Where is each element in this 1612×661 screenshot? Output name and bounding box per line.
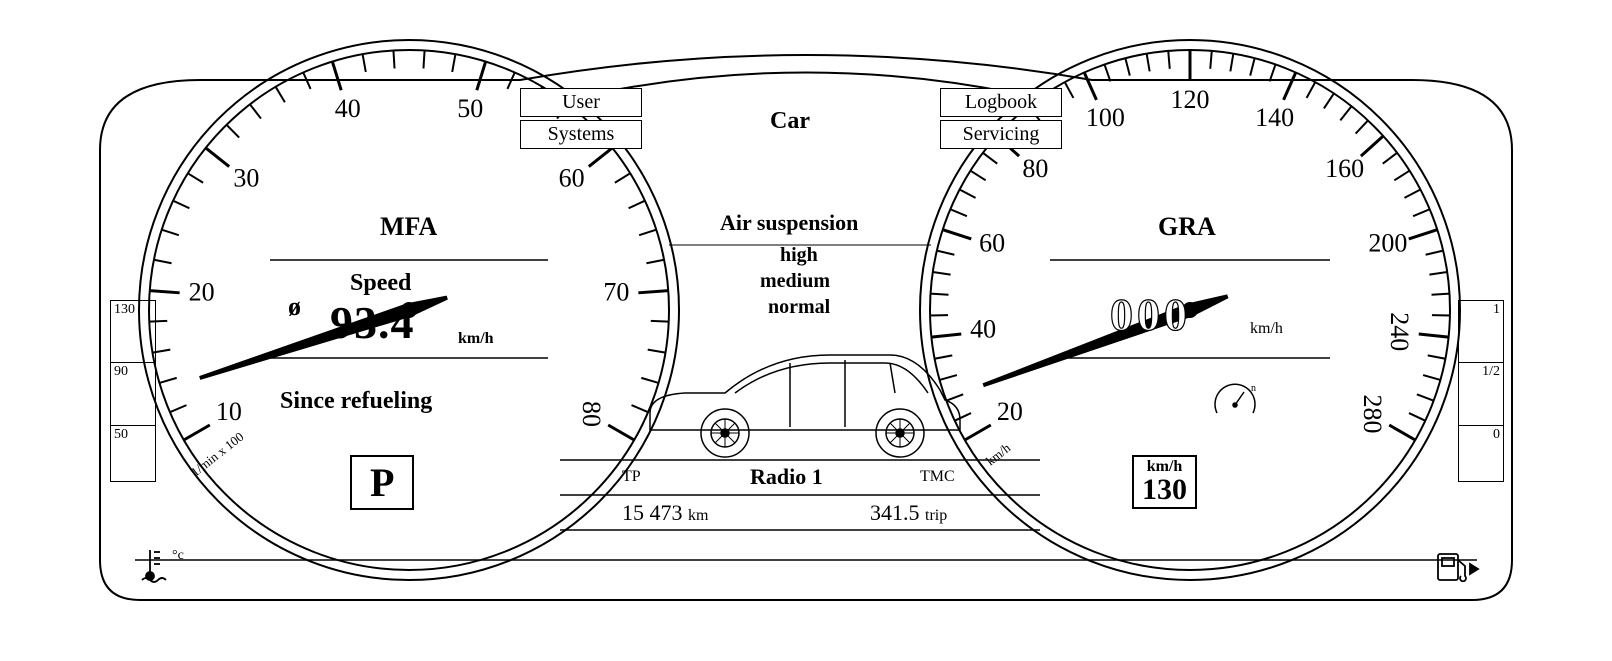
temp-90: 90 — [114, 364, 128, 379]
odo-unit: km — [688, 507, 708, 524]
svg-text:100: 100 — [1086, 103, 1125, 132]
svg-text:30: 30 — [233, 163, 259, 192]
svg-text:60: 60 — [559, 163, 585, 192]
fuel-1: 1 — [1493, 302, 1500, 317]
tab-logbook[interactable]: Logbook — [940, 88, 1062, 117]
tab-car: Car — [770, 108, 810, 135]
svg-text:n: n — [1251, 383, 1256, 394]
svg-text:10: 10 — [216, 397, 242, 426]
since-refueling: Since refueling — [280, 388, 432, 415]
odometer: 15 473 km — [622, 500, 708, 526]
cruise-value: 130 — [1142, 475, 1187, 505]
cruise-box: km/h 130 — [1132, 455, 1197, 509]
svg-text:200: 200 — [1368, 229, 1407, 258]
svg-text:1/min x 100: 1/min x 100 — [188, 429, 247, 480]
speed-label: Speed — [350, 270, 411, 297]
fuel-scale: 1 1/2 0 — [1458, 300, 1504, 482]
svg-text:80: 80 — [1022, 154, 1048, 183]
air-opt-normal[interactable]: normal — [768, 296, 830, 319]
gra-title: GRA — [1158, 212, 1216, 242]
svg-text:160: 160 — [1325, 154, 1364, 183]
temp-130: 130 — [114, 302, 135, 317]
trip-value: 341.5 — [870, 500, 920, 525]
cruise-icon: n — [1215, 383, 1256, 413]
fuel-icon — [1438, 554, 1478, 581]
fuel-half: 1/2 — [1482, 364, 1500, 379]
air-opt-medium[interactable]: medium — [760, 270, 830, 293]
svg-text:50: 50 — [457, 94, 483, 123]
temp-scale: 130 90 50 — [110, 300, 156, 482]
temp-50: 50 — [114, 427, 128, 442]
svg-text:80: 80 — [577, 401, 606, 427]
svg-text:km/h: km/h — [983, 440, 1014, 469]
cluster-svg: 10203040506070801/min x 100 204060801001… — [0, 0, 1612, 661]
avg-icon: ø — [288, 292, 301, 322]
temp-icon — [142, 550, 166, 582]
mfa-title: MFA — [380, 212, 437, 242]
speed-unit: km/h — [458, 330, 494, 348]
fuel-0: 0 — [1493, 427, 1500, 442]
svg-text:240: 240 — [1385, 312, 1414, 351]
odo-value: 15 473 — [622, 500, 683, 525]
air-heading: Air suspension — [720, 210, 858, 236]
svg-text:40: 40 — [970, 315, 996, 344]
tab-systems[interactable]: Systems — [520, 120, 642, 149]
tab-servicing[interactable]: Servicing — [940, 120, 1062, 149]
instrument-cluster: { "geometry":{"width":1612,"height":661,… — [0, 0, 1612, 661]
svg-text:20: 20 — [997, 397, 1023, 426]
tripmeter: 341.5 trip — [870, 500, 947, 526]
tab-user[interactable]: User — [520, 88, 642, 117]
svg-text:280: 280 — [1358, 395, 1387, 434]
car-silhouette — [650, 355, 960, 457]
svg-text:120: 120 — [1171, 85, 1210, 114]
svg-text:40: 40 — [335, 94, 361, 123]
temp-unit: °c — [172, 548, 184, 564]
gra-unit: km/h — [1250, 320, 1283, 338]
speed-value: 93.4 — [330, 296, 415, 349]
gra-value: 000 — [1110, 288, 1191, 341]
svg-text:20: 20 — [189, 277, 215, 306]
gear-indicator: P — [350, 455, 414, 510]
svg-text:60: 60 — [979, 229, 1005, 258]
svg-text:70: 70 — [603, 277, 629, 306]
radio-tp: TP — [622, 468, 641, 486]
radio-name: Radio 1 — [750, 464, 823, 490]
svg-text:140: 140 — [1255, 103, 1294, 132]
radio-tmc: TMC — [920, 468, 955, 486]
air-opt-high[interactable]: high — [780, 244, 818, 267]
trip-unit: trip — [925, 507, 947, 524]
